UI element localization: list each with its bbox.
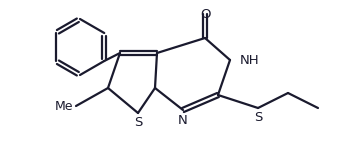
Text: NH: NH	[240, 53, 259, 67]
Text: Me: Me	[55, 99, 73, 113]
Text: O: O	[200, 8, 210, 20]
Text: S: S	[254, 111, 262, 124]
Text: N: N	[178, 114, 188, 127]
Text: S: S	[134, 116, 142, 129]
